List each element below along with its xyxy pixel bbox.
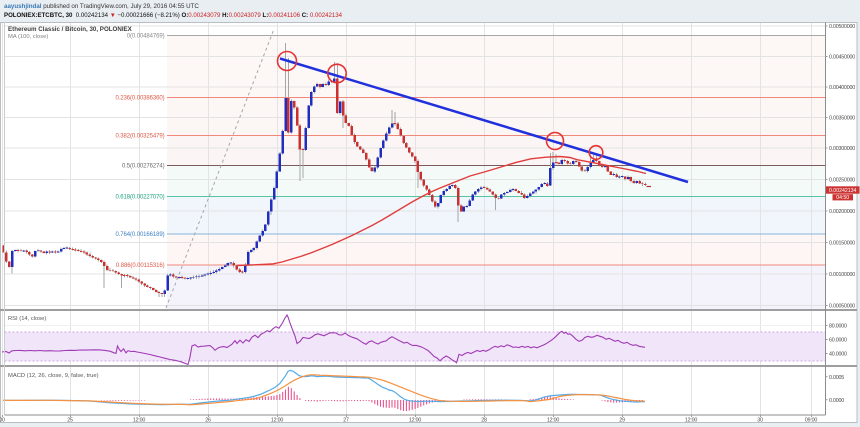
svg-text:0.00150000: 0.00150000 bbox=[829, 241, 855, 247]
svg-text:12:00: 12:00 bbox=[133, 417, 146, 423]
svg-text:0.00050000: 0.00050000 bbox=[829, 304, 855, 310]
svg-text:0.382(0.00325479): 0.382(0.00325479) bbox=[115, 133, 164, 139]
svg-text:12:00: 12:00 bbox=[409, 417, 422, 423]
svg-text:0.00250000: 0.00250000 bbox=[829, 178, 855, 184]
svg-text:0.00500000: 0.00500000 bbox=[829, 24, 855, 30]
svg-text:12:00: 12:00 bbox=[271, 417, 284, 423]
svg-text:40.0000: 40.0000 bbox=[829, 352, 847, 358]
svg-text:00: 00 bbox=[0, 417, 5, 423]
svg-text:0.00400000: 0.00400000 bbox=[829, 85, 855, 91]
svg-text:0.618(0.00227070): 0.618(0.00227070) bbox=[115, 194, 164, 200]
svg-text:60.0000: 60.0000 bbox=[829, 338, 847, 344]
svg-text:26: 26 bbox=[205, 417, 211, 423]
svg-text:29: 29 bbox=[619, 417, 625, 423]
svg-text:28: 28 bbox=[481, 417, 487, 423]
svg-text:80.0000: 80.0000 bbox=[829, 324, 847, 330]
svg-text:0.00100000: 0.00100000 bbox=[829, 272, 855, 278]
svg-text:0.764(0.00166189): 0.764(0.00166189) bbox=[115, 232, 164, 238]
svg-text:0.00350000: 0.00350000 bbox=[829, 116, 855, 122]
svg-text:0.886(0.00115316): 0.886(0.00115316) bbox=[116, 263, 165, 269]
svg-text:0.00200000: 0.00200000 bbox=[829, 209, 855, 215]
svg-text:27: 27 bbox=[343, 417, 349, 423]
svg-text:12:00: 12:00 bbox=[685, 417, 698, 423]
svg-text:0.00450000: 0.00450000 bbox=[829, 55, 855, 61]
svg-text:25: 25 bbox=[67, 417, 73, 423]
svg-text:30: 30 bbox=[757, 417, 763, 423]
svg-text:0.0005: 0.0005 bbox=[829, 375, 844, 381]
svg-text:09:00: 09:00 bbox=[805, 417, 818, 423]
svg-text:0.00300000: 0.00300000 bbox=[829, 146, 855, 152]
svg-text:0.0000: 0.0000 bbox=[829, 398, 844, 404]
svg-text:12:00: 12:00 bbox=[547, 417, 560, 423]
svg-text:04:50: 04:50 bbox=[836, 195, 849, 201]
svg-text:0(0.00484769): 0(0.00484769) bbox=[127, 34, 165, 40]
svg-text:0.236(0.00386360): 0.236(0.00386360) bbox=[115, 96, 164, 102]
svg-text:0.00242134: 0.00242134 bbox=[829, 188, 857, 194]
svg-text:0.5(0.00276274): 0.5(0.00276274) bbox=[122, 163, 165, 169]
